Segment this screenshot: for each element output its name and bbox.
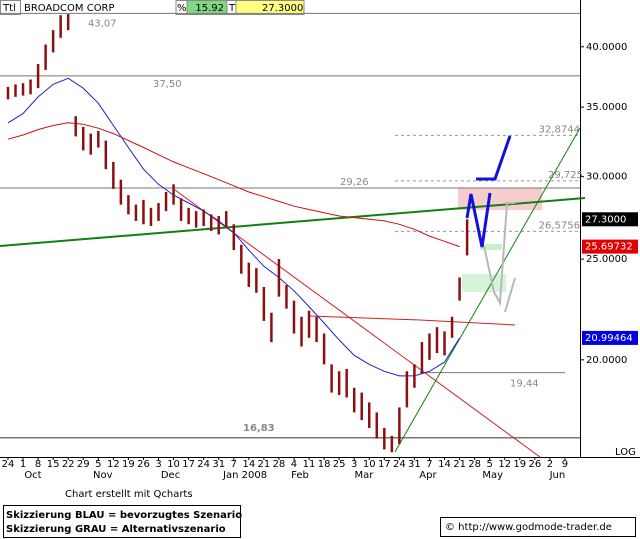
month-label: Jan 2008: [222, 470, 267, 481]
x-tick-label: 12: [107, 459, 120, 470]
change-label: %: [177, 3, 187, 14]
y-tick-label: 20.0000: [586, 355, 627, 366]
x-tick-label: 15: [47, 459, 60, 470]
x-tick-label: 4: [291, 459, 297, 470]
x-tick-label: 12: [498, 459, 511, 470]
symbol: Ttl: [2, 3, 16, 14]
x-tick-label: 31: [212, 459, 225, 470]
y-tick-label: 25.0000: [586, 254, 627, 265]
level-label: 43,07: [88, 18, 117, 29]
x-tick-label: 2: [547, 459, 553, 470]
moving-average: [7, 122, 460, 248]
legend-grey: Skizzierung GRAU = Alternativszenario: [6, 524, 226, 535]
x-tick-label: 26: [137, 459, 150, 470]
x-tick-label: 11: [303, 459, 316, 470]
legend-blue: Skizzierung BLAU = bevorzugtes Szenario: [6, 510, 242, 521]
x-tick-label: 1: [20, 459, 26, 470]
x-tick-label: 5: [95, 459, 101, 470]
scale-label: LOG: [615, 447, 636, 458]
price-label: 27.3000: [585, 214, 626, 225]
x-tick-label: 28: [468, 459, 481, 470]
support-zone: [462, 274, 506, 292]
url-box: [440, 517, 636, 537]
x-tick-label: 24: [393, 459, 406, 470]
url: © http://www.godmode-trader.de: [445, 522, 612, 533]
price-label: 20.99464: [585, 333, 633, 344]
target-zone: [458, 188, 542, 210]
level-label: 29,26: [340, 177, 369, 188]
last-label: T: [228, 3, 236, 14]
x-tick-label: 14: [438, 459, 451, 470]
title: BROADCOM CORP: [24, 3, 115, 14]
blue-scenario: [476, 135, 512, 181]
grey-scenario: [483, 202, 515, 307]
x-tick-label: 25: [333, 459, 346, 470]
x-tick-label: 9: [562, 459, 568, 470]
month-label: Apr: [419, 470, 437, 481]
x-tick-label: 8: [35, 459, 41, 470]
x-tick-label: 7: [426, 459, 432, 470]
x-tick-label: 3: [351, 459, 357, 470]
last-box: [235, 0, 305, 15]
month-label: Dec: [161, 470, 180, 481]
x-tick-label: 31: [408, 459, 421, 470]
x-tick-label: 24: [197, 459, 210, 470]
level-label: 19,44: [510, 379, 539, 390]
blue-scenario: [465, 192, 492, 248]
y-tick-label: 35.0000: [586, 102, 627, 113]
last: 27.3000: [262, 3, 303, 14]
x-tick-label: 14: [242, 459, 255, 470]
x-tick-label: 26: [528, 459, 541, 470]
month-label: Jun: [549, 470, 566, 481]
grey-scenario: [504, 277, 516, 313]
x-tick-label: 19: [122, 459, 135, 470]
change: 15.92: [195, 3, 224, 14]
trendline: [309, 315, 516, 326]
x-tick-label: 17: [182, 459, 195, 470]
price-label-box: [582, 239, 638, 254]
symbol-box: [0, 0, 21, 15]
y-tick-label: 40.0000: [586, 42, 627, 53]
trendline: [394, 127, 581, 453]
month-label: Nov: [93, 470, 113, 481]
x-tick-label: 29: [77, 459, 90, 470]
legend-box: [3, 505, 241, 538]
x-tick-label: 18: [318, 459, 331, 470]
month-label: Feb: [291, 470, 309, 481]
support-zone: [480, 244, 502, 250]
x-tick-label: 5: [486, 459, 492, 470]
x-tick-label: 21: [258, 459, 271, 470]
level-label: 16,83: [243, 423, 275, 434]
x-tick-label: 10: [363, 459, 376, 470]
credit: Chart erstellt mit Qcharts: [65, 489, 193, 500]
level-label: 26,5756: [539, 220, 580, 231]
month-label: Mar: [355, 470, 375, 481]
price-label: 25.69732: [585, 242, 633, 253]
x-tick-label: 24: [2, 459, 15, 470]
level-label: 37,50: [153, 79, 182, 90]
x-tick-label: 10: [167, 459, 180, 470]
x-tick-label: 21: [453, 459, 466, 470]
month-label: May: [482, 470, 503, 481]
x-tick-label: 19: [513, 459, 526, 470]
x-tick-label: 22: [62, 459, 75, 470]
x-tick-label: 7: [231, 459, 237, 470]
level-label: 29,725: [548, 170, 583, 181]
y-tick-label: 30.0000: [586, 172, 627, 183]
x-tick-label: 17: [378, 459, 391, 470]
price-label-box: [582, 330, 638, 345]
x-tick-label: 3: [155, 459, 161, 470]
price-label-box: [582, 212, 638, 227]
month-label: Oct: [24, 470, 41, 481]
x-tick-label: 28: [273, 459, 286, 470]
level-label: 32,8744: [539, 124, 580, 135]
